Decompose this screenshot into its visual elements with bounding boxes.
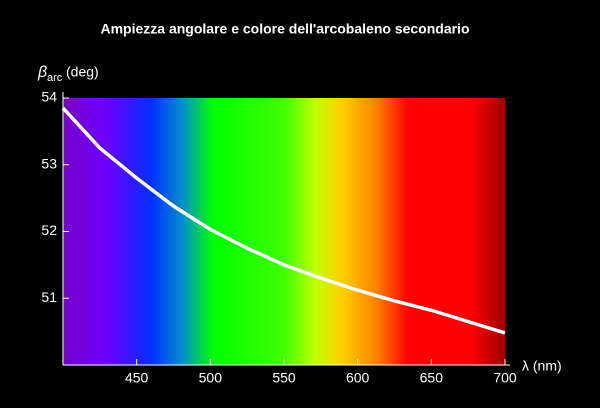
x-tick-label: 600 bbox=[346, 370, 370, 386]
spectrum-background bbox=[63, 98, 505, 365]
y-tick-label: 51 bbox=[41, 289, 57, 305]
x-tick-label: 450 bbox=[125, 370, 149, 386]
y-tick-label: 53 bbox=[41, 155, 57, 171]
x-tick-label: 700 bbox=[493, 370, 517, 386]
y-label-subscript: arc bbox=[47, 72, 63, 84]
x-tick-label: 650 bbox=[420, 370, 444, 386]
x-tick-label: 500 bbox=[199, 370, 223, 386]
chart-title: Ampiezza angolare e colore dell'arcobale… bbox=[101, 21, 470, 37]
data-line bbox=[61, 106, 506, 335]
x-label: λ (nm) bbox=[522, 358, 562, 374]
y-label-unit: (deg) bbox=[66, 64, 99, 80]
x-tick-label: 550 bbox=[272, 370, 296, 386]
y-tick-label: 54 bbox=[41, 89, 57, 105]
y-label-symbol: β bbox=[37, 64, 47, 81]
y-tick-label: 52 bbox=[41, 222, 57, 238]
